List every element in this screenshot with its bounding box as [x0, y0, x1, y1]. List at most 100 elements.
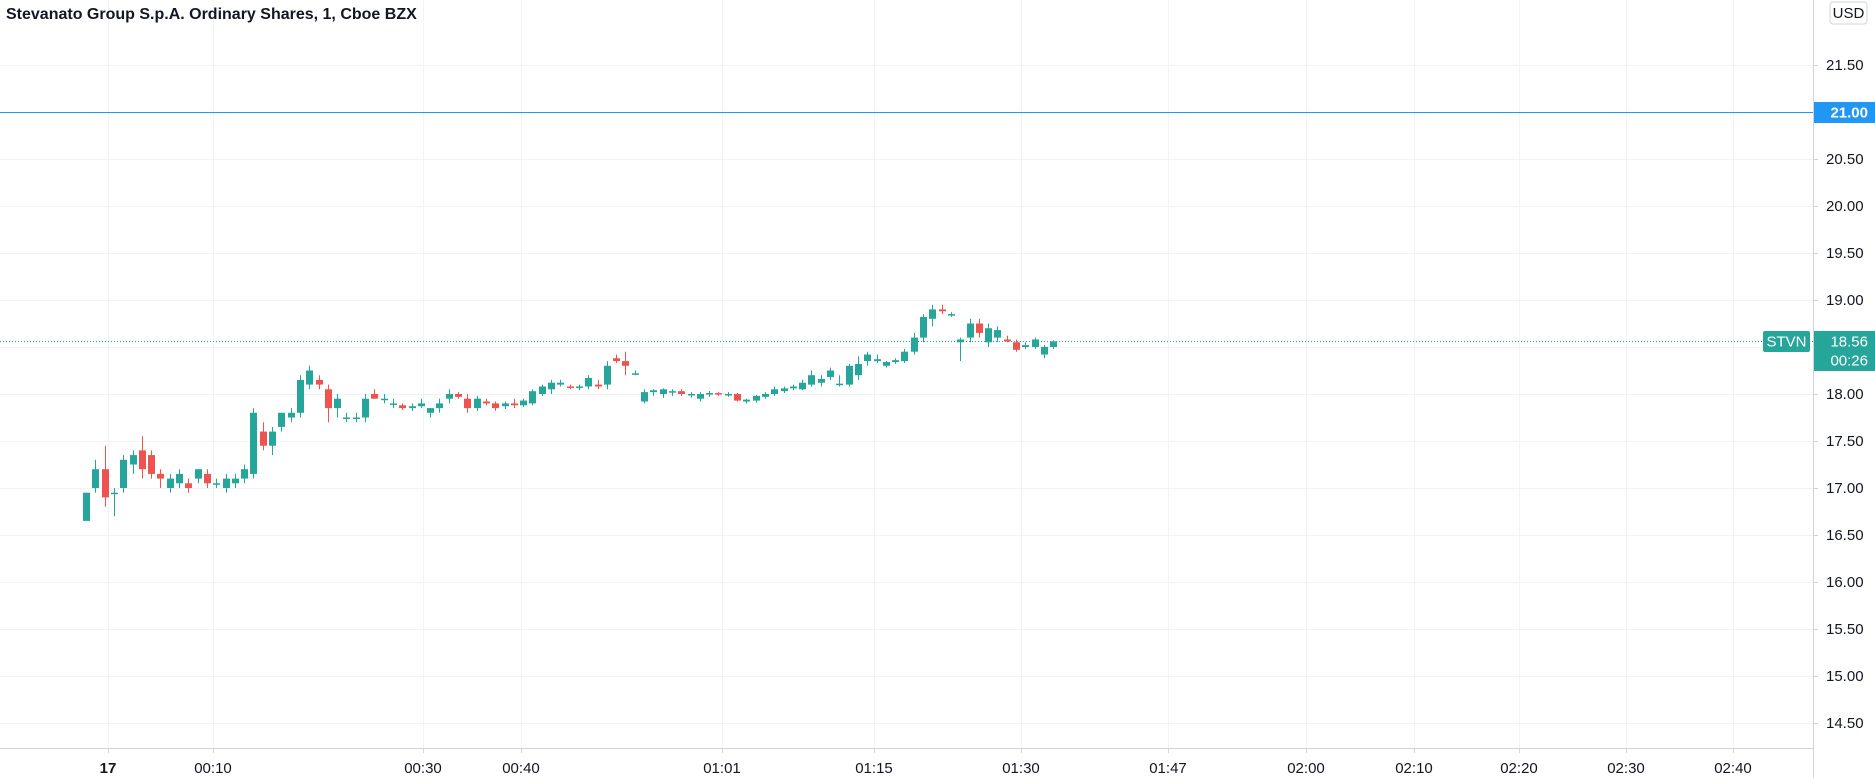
candle-body	[622, 361, 629, 366]
candle-body	[185, 483, 192, 488]
price-tick-label: 19.00	[1826, 292, 1864, 309]
candle-body	[790, 386, 797, 389]
candle-body	[781, 388, 788, 392]
price-tick-label: 21.50	[1826, 57, 1864, 74]
candle-body	[818, 378, 825, 383]
price-tick-label: 18.00	[1826, 386, 1864, 403]
candle-body	[678, 391, 685, 394]
price-tick-label: 15.50	[1826, 621, 1864, 638]
horizontal-line[interactable]	[0, 112, 1813, 342]
candle-body	[1022, 345, 1029, 347]
time-tick-label: 02:20	[1500, 760, 1538, 777]
price-tick-label: 17.50	[1826, 433, 1864, 450]
candle-body	[1013, 342, 1020, 350]
candle-body	[808, 375, 815, 385]
candle-body	[306, 370, 313, 385]
candle-body	[892, 360, 899, 363]
candle-body	[278, 412, 285, 427]
time-tick-label: 02:00	[1287, 760, 1325, 777]
candle-body	[455, 394, 462, 397]
candle-body	[92, 469, 99, 488]
candle-body	[371, 394, 378, 399]
price-badges: 21.00 18.56 00:26 STVN	[1763, 102, 1875, 371]
candle-body	[911, 337, 918, 352]
candle-body	[846, 365, 853, 385]
time-tick-label: 02:10	[1395, 760, 1433, 777]
time-tick-label: 00:40	[502, 760, 540, 777]
price-tick-label: 14.50	[1826, 715, 1864, 732]
horizontal-line-price-badge	[1814, 102, 1875, 123]
candle-body	[223, 478, 230, 488]
currency-button[interactable]: USD	[1829, 1, 1868, 25]
candle-body	[976, 323, 983, 333]
candle-body	[297, 379, 304, 413]
candle-body	[1041, 347, 1048, 355]
candle-body	[353, 417, 360, 419]
time-tick-label: 02:40	[1714, 760, 1752, 777]
candle-body	[492, 403, 499, 409]
candle-body	[427, 408, 434, 413]
candle-body	[920, 316, 927, 338]
candle-body	[148, 455, 155, 474]
candle-body	[697, 394, 704, 399]
candle-body	[706, 393, 713, 395]
horizontal-line-price-label: 21.00	[1830, 105, 1868, 122]
candle-body	[502, 403, 509, 407]
candle-body	[827, 370, 834, 378]
candle-body	[753, 395, 760, 401]
candle-body	[446, 394, 453, 399]
candle-body	[957, 339, 964, 343]
candle-body	[650, 390, 657, 393]
candle-body	[288, 412, 295, 418]
candle-body	[967, 323, 974, 338]
candle-body	[604, 365, 611, 385]
candle-body	[436, 403, 443, 409]
candle-body	[111, 492, 118, 495]
time-tick-label: 00:10	[194, 760, 232, 777]
time-axis-labels: 17 00:10 00:30 00:40 01:01 01:15 01:30 01:47 02:…	[100, 748, 1752, 777]
candle-body	[901, 351, 908, 362]
candles	[83, 304, 1057, 521]
candle-body	[520, 400, 527, 406]
candle-body	[660, 389, 667, 394]
candle-body	[576, 386, 583, 388]
chart-title: Stevanato Group S.p.A. Ordinary Shares, …	[6, 6, 417, 23]
candle-body	[418, 403, 425, 407]
candle-body	[316, 379, 323, 385]
symbol-label: STVN	[1766, 334, 1806, 351]
price-tick-label: 20.00	[1826, 198, 1864, 215]
candle-body	[409, 406, 416, 409]
candle-body	[139, 450, 146, 470]
candle-body	[771, 389, 778, 394]
candle-body	[641, 392, 648, 402]
candle-body	[613, 358, 620, 362]
candle-body	[390, 403, 397, 405]
candle-body	[1032, 339, 1039, 347]
candle-body	[195, 469, 202, 479]
price-axis-labels: 14.50 15.00 15.50 16.00 16.50 17.00 17.50 18.00…	[1813, 57, 1864, 732]
candle-body	[948, 314, 955, 316]
price-tick-label: 16.50	[1826, 527, 1864, 544]
candle-body	[102, 469, 109, 498]
time-tick-label: 01:47	[1149, 760, 1187, 777]
candle-body	[595, 384, 602, 387]
candle-body	[343, 417, 350, 419]
candle-body	[176, 473, 183, 484]
candle-body	[548, 382, 555, 390]
symbol-badge	[1763, 331, 1810, 352]
price-tick-label: 15.00	[1826, 668, 1864, 685]
candle-body	[715, 393, 722, 395]
candle-body	[464, 398, 471, 409]
candle-body	[120, 459, 127, 488]
candle-body	[985, 328, 992, 343]
candle-body	[874, 359, 881, 362]
candle-body	[585, 378, 592, 387]
price-tick-label: 20.50	[1826, 151, 1864, 168]
candle-body	[381, 398, 388, 401]
candle-body	[483, 401, 490, 404]
candle-body	[474, 398, 481, 409]
price-tick-label: 16.00	[1826, 574, 1864, 591]
candle-body	[399, 405, 406, 409]
candle-body	[334, 398, 341, 409]
